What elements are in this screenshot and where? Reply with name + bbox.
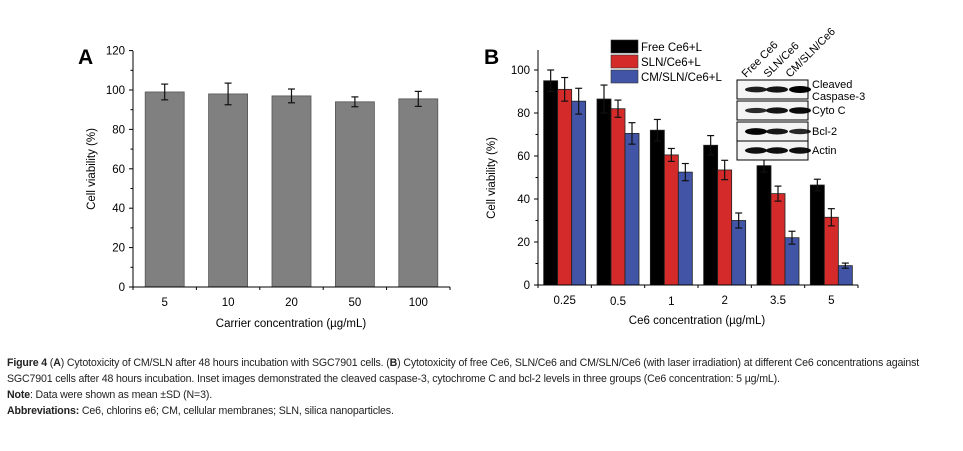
y-tick-label: 0	[524, 280, 530, 292]
y-tick-label: 40	[517, 194, 530, 206]
blot-band	[766, 107, 788, 114]
x-tick-label: 100	[409, 297, 428, 309]
legend-label: Free Ce6+L	[641, 42, 703, 54]
bar	[784, 237, 800, 286]
y-tick-label: 60	[112, 164, 125, 176]
legend-label: SLN/Ce6+L	[641, 57, 701, 69]
blot-band	[789, 147, 811, 154]
bar	[649, 129, 665, 286]
panel-b-legend: Free Ce6+L SLN/Ce6+L CM/SLN/Ce6+L	[610, 39, 722, 84]
x-tick-label: 5	[161, 297, 167, 309]
y-tick-label: 20	[517, 237, 530, 249]
caption-panel-a-label: A	[53, 357, 61, 369]
caption-abbrev-label: Abbreviations:	[7, 405, 80, 417]
caption-note-label: Note	[7, 389, 30, 401]
bar	[663, 154, 679, 286]
bar	[398, 98, 439, 288]
bar	[596, 98, 612, 286]
panel-a-bars	[144, 82, 439, 288]
panel-b-x-axis-title: Ce6 concentration (µg/mL)	[629, 315, 766, 327]
blot-band	[745, 86, 767, 93]
panel-label-a: A	[78, 46, 93, 69]
x-tick-label: 0.5	[610, 296, 626, 308]
blot-band	[766, 86, 788, 93]
caption-part: ) Cytotoxicity of CM/SLN after 48 hours …	[60, 357, 390, 369]
panel-a-y-axis-title: Cell viability (%)	[86, 128, 98, 210]
blot-row-label: Cleaved	[812, 79, 852, 91]
bar	[208, 93, 249, 288]
bar	[571, 100, 587, 286]
x-tick-label: 5	[828, 295, 834, 307]
x-tick-label: 3.5	[770, 295, 786, 307]
caption-part: ) Cytotoxicity of free Ce6, SLN/Ce6 and …	[7, 357, 920, 385]
blot-band	[789, 86, 811, 93]
bar	[731, 220, 747, 286]
blot-band	[745, 128, 767, 135]
panel-b: B 0.25 0.5 1 2 3.5 5 0 20 40 60 80 100 Ce6 concentr…	[484, 26, 865, 327]
panel-b-bars	[543, 69, 853, 286]
blot-band	[766, 147, 788, 154]
bar	[144, 91, 185, 288]
panel-a-axes: 5 10 20 50 100 0 20 40 60 80 100 120	[106, 46, 451, 309]
blot-band	[745, 107, 767, 114]
blot-band	[789, 128, 811, 135]
y-tick-label: 40	[112, 203, 125, 215]
blot-row-label: Bcl-2	[812, 126, 837, 138]
bar	[756, 165, 772, 286]
caption-figure-label: Figure 4	[7, 357, 48, 369]
caption-note: Note: Data were shown as mean ±SD (N=3).	[7, 387, 957, 403]
x-tick-label: 1	[668, 296, 674, 308]
legend-label: CM/SLN/Ce6+L	[641, 72, 722, 84]
blot-row-label: Actin	[812, 145, 836, 157]
bar	[334, 101, 375, 288]
caption-abbrev-text: Ce6, chlorins e6; CM, cellular membranes…	[79, 405, 394, 417]
bar	[624, 133, 640, 286]
y-tick-label: 100	[106, 85, 125, 97]
bar	[557, 88, 573, 286]
y-tick-label: 20	[112, 243, 125, 255]
bar	[610, 108, 626, 286]
y-tick-label: 80	[112, 124, 125, 136]
y-tick-label: 100	[511, 65, 530, 77]
y-tick-label: 80	[517, 108, 530, 120]
caption-panel-b-label: B	[389, 357, 398, 369]
caption-abbreviations: Abbreviations: Ce6, chlorins e6; CM, cel…	[7, 403, 957, 419]
y-tick-label: 120	[106, 46, 125, 58]
bar	[823, 216, 839, 286]
y-tick-label: 0	[119, 282, 125, 294]
legend-swatch	[610, 39, 639, 54]
figure-caption: Figure 4 (A) Cytotoxicity of CM/SLN afte…	[7, 355, 957, 419]
panel-b-axes: 0.25 0.5 1 2 3.5 5 0 20 40 60 80 100	[511, 50, 859, 308]
blot-band	[789, 107, 811, 114]
y-tick-label: 60	[517, 151, 530, 163]
bar	[271, 95, 312, 288]
x-tick-label: 50	[349, 297, 362, 309]
bar	[677, 171, 693, 286]
x-tick-label: 20	[285, 297, 298, 309]
bar	[809, 184, 825, 286]
bar	[543, 80, 559, 286]
x-tick-label: 10	[222, 297, 235, 309]
x-tick-label: 2	[721, 295, 727, 307]
western-blot-inset: Free Ce6SLN/Ce6CM/SLN/Ce6CleavedCaspase-…	[736, 26, 865, 161]
blot-band	[745, 147, 767, 154]
blot-row-label: Caspase-3	[812, 91, 865, 103]
bar	[770, 193, 786, 286]
caption-part: (	[47, 357, 54, 369]
x-tick-label: 0.25	[553, 295, 575, 307]
caption-note-text: : Data were shown as mean ±SD (N=3).	[29, 389, 213, 401]
bar	[717, 169, 733, 286]
panel-a: A 5 10 20 50 100 0 20 40 60 80 100 120 Carrier conc…	[78, 46, 451, 330]
legend-swatch	[610, 54, 639, 69]
legend-swatch	[610, 69, 639, 84]
panel-b-y-axis-title: Cell viability (%)	[486, 137, 498, 219]
panel-label-b: B	[484, 46, 499, 69]
caption-main: Figure 4 (A) Cytotoxicity of CM/SLN afte…	[7, 355, 957, 387]
bar	[703, 144, 719, 286]
panel-a-x-axis-title: Carrier concentration (µg/mL)	[216, 318, 367, 330]
blot-row-label: Cyto C	[812, 105, 846, 117]
blot-band	[766, 128, 788, 135]
